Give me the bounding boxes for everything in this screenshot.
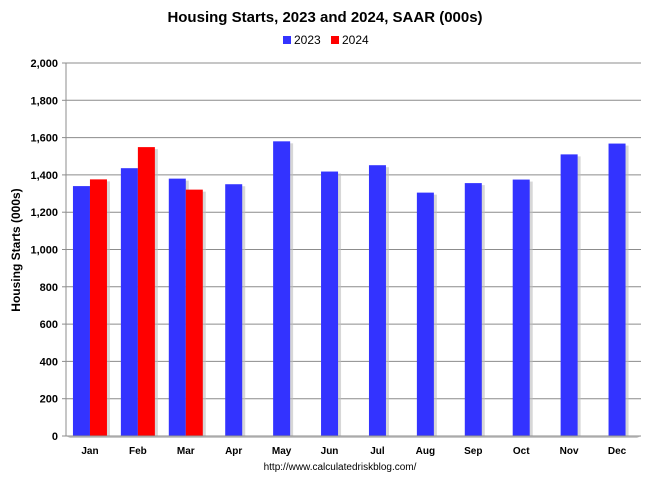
bar-2023-sep	[464, 183, 482, 436]
bar-2023-apr	[225, 184, 243, 436]
y-axis-label: Housing Starts (000s)	[9, 188, 23, 311]
legend-swatch-2023	[283, 36, 291, 44]
y-tick-label: 1,200	[30, 207, 58, 219]
x-tick-label: Oct	[513, 446, 530, 457]
x-tick-label: Sep	[464, 446, 482, 457]
bar-2024-jan	[89, 179, 107, 436]
y-tick-label: 1,000	[30, 245, 58, 257]
bar-2023-mar	[168, 178, 186, 436]
x-tick-label: Nov	[560, 446, 579, 457]
y-tick-label: 200	[40, 394, 58, 406]
x-tick-label: Dec	[608, 446, 627, 457]
y-tick-label: 800	[40, 282, 58, 294]
x-tick-label: Jul	[370, 446, 385, 457]
y-tick-label: 1,600	[30, 133, 58, 145]
y-tick-label: 600	[40, 319, 58, 331]
plot-area: 0 200 400 600 800 1,000 1,200 1,400 1,600 1,800 2,…	[30, 58, 641, 457]
y-tick-label: 1,400	[30, 170, 58, 182]
bar-2023-jun	[321, 171, 339, 436]
y-tick-label: 400	[40, 356, 58, 368]
x-tick-label: Jan	[81, 446, 98, 457]
bar-2023-nov	[560, 154, 578, 436]
legend-label-2023: 2023	[294, 33, 321, 47]
bar-2024-feb	[137, 147, 155, 436]
bar-2023-aug	[416, 192, 434, 436]
bar-2023-oct	[512, 179, 530, 436]
x-tick-label: Aug	[416, 446, 435, 457]
source-url: http://www.calculatedriskblog.com/	[264, 462, 417, 473]
y-tick-label: 2,000	[30, 58, 58, 70]
bar-2024-mar	[185, 189, 203, 436]
x-tick-label: May	[272, 446, 292, 457]
bar-2023-jan	[72, 186, 90, 436]
y-tick-label: 1,800	[30, 95, 58, 107]
bar-2023-dec	[608, 143, 626, 436]
legend: 2023 2024	[283, 33, 369, 47]
bar-2023-feb	[120, 168, 138, 436]
chart-title: Housing Starts, 2023 and 2024, SAAR (000…	[167, 9, 482, 26]
y-tick-label: 0	[52, 431, 58, 443]
x-tick-label: Mar	[177, 446, 195, 457]
legend-label-2024: 2024	[342, 33, 369, 47]
bar-2023-jul	[368, 165, 386, 436]
bar-2023-may	[273, 141, 291, 436]
x-tick-label: Feb	[129, 446, 147, 457]
legend-swatch-2024	[331, 36, 339, 44]
x-tick-label: Jun	[321, 446, 339, 457]
x-tick-label: Apr	[225, 446, 242, 457]
